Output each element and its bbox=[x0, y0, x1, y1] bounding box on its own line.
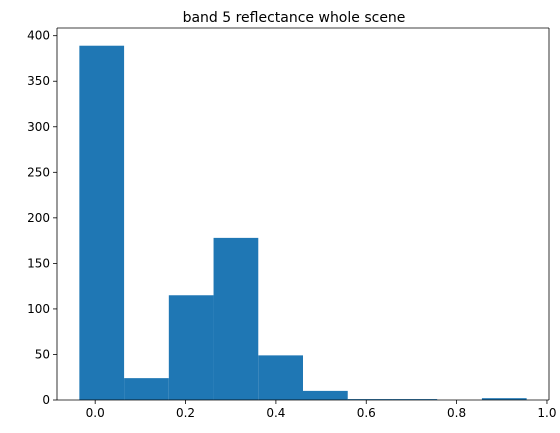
histogram-bar-1 bbox=[124, 378, 169, 400]
y-tick-label: 200 bbox=[27, 211, 50, 225]
x-tick-label: 0.2 bbox=[176, 406, 195, 420]
x-tick-label: 0.4 bbox=[266, 406, 285, 420]
x-tick-label: 0.6 bbox=[357, 406, 376, 420]
y-tick-label: 50 bbox=[35, 347, 50, 361]
y-tick-label: 250 bbox=[27, 165, 50, 179]
x-tick-label: 0.0 bbox=[86, 406, 105, 420]
histogram-bar-0 bbox=[79, 46, 124, 400]
y-tick-label: 300 bbox=[27, 120, 50, 134]
y-tick-label: 0 bbox=[42, 393, 50, 407]
y-tick-label: 350 bbox=[27, 74, 50, 88]
y-tick-label: 100 bbox=[27, 302, 50, 316]
histogram-bar-5 bbox=[303, 391, 348, 400]
histogram-bar-2 bbox=[169, 295, 214, 400]
chart-title: band 5 reflectance whole scene bbox=[183, 10, 406, 26]
histogram-bar-3 bbox=[214, 238, 259, 400]
x-tick-label: 0.8 bbox=[447, 406, 466, 420]
x-tick-label: 1.0 bbox=[537, 406, 556, 420]
y-tick-label: 400 bbox=[27, 29, 50, 43]
histogram-bar-4 bbox=[258, 355, 303, 400]
y-tick-label: 150 bbox=[27, 256, 50, 270]
